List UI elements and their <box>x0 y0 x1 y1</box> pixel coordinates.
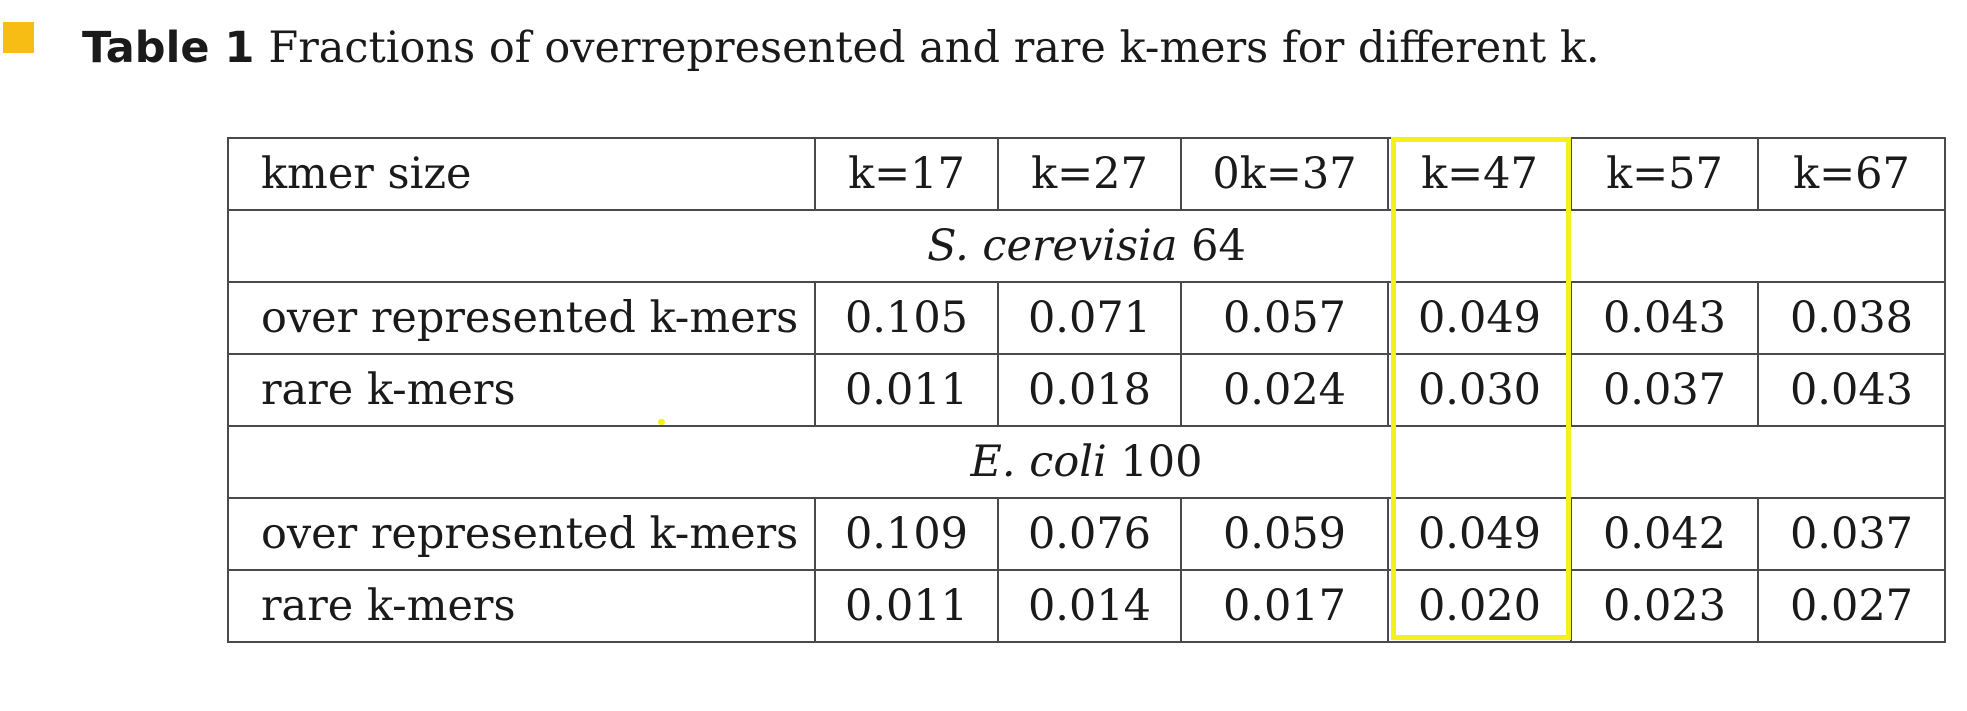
row-label: over represented k-mers <box>227 281 816 355</box>
caption-label: Table 1 <box>82 23 255 73</box>
section-row: E. coli 100 <box>227 425 1946 499</box>
kmer-fractions-table: kmer size k=17 k=27 0k=37 k=47 k=57 k=67… <box>227 137 1946 643</box>
species-number: 64 <box>1191 221 1246 271</box>
table-cell: 0.071 <box>997 281 1182 355</box>
table-cell: 0.109 <box>814 497 999 571</box>
table-cell: 0.059 <box>1180 497 1389 571</box>
row-label: rare k-mers <box>227 569 816 643</box>
caption-text: Fractions of overrepresented and rare k-… <box>268 23 1600 73</box>
row-label: over represented k-mers <box>227 497 816 571</box>
table-cell: 0.057 <box>1180 281 1389 355</box>
table-cell: 0.037 <box>1757 497 1946 571</box>
header-cell: k=57 <box>1570 137 1759 211</box>
species-name: E. coli <box>970 437 1107 487</box>
header-row: kmer size k=17 k=27 0k=37 k=47 k=57 k=67 <box>227 137 1946 211</box>
species-name: S. cerevisia <box>927 221 1178 271</box>
table-row: over represented k-mers 0.109 0.076 0.05… <box>227 497 1946 571</box>
table-cell: 0.105 <box>814 281 999 355</box>
section-title: S. cerevisia 64 <box>227 209 1946 283</box>
header-cell: 0k=37 <box>1180 137 1389 211</box>
table-cell: 0.076 <box>997 497 1182 571</box>
table-cell: 0.017 <box>1180 569 1389 643</box>
table-cell: 0.023 <box>1570 569 1759 643</box>
header-cell: k=17 <box>814 137 999 211</box>
table-cell: 0.049 <box>1387 497 1572 571</box>
table-cell: 0.024 <box>1180 353 1389 427</box>
annotation-dot <box>658 419 665 425</box>
table-row: rare k-mers 0.011 0.014 0.017 0.020 0.02… <box>227 569 1946 643</box>
table-cell: 0.043 <box>1570 281 1759 355</box>
table-cell: 0.030 <box>1387 353 1572 427</box>
table-row: over represented k-mers 0.105 0.071 0.05… <box>227 281 1946 355</box>
table-cell: 0.018 <box>997 353 1182 427</box>
table-cell: 0.049 <box>1387 281 1572 355</box>
table-cell: 0.020 <box>1387 569 1572 643</box>
table-row: rare k-mers 0.011 0.018 0.024 0.030 0.03… <box>227 353 1946 427</box>
section-row: S. cerevisia 64 <box>227 209 1946 283</box>
table-caption: Table 1 Fractions of overrepresented and … <box>82 18 1600 78</box>
table-cell: 0.027 <box>1757 569 1946 643</box>
row-label: rare k-mers <box>227 353 816 427</box>
header-cell: k=27 <box>997 137 1182 211</box>
table-cell: 0.037 <box>1570 353 1759 427</box>
table-cell: 0.042 <box>1570 497 1759 571</box>
species-number: 100 <box>1120 437 1203 487</box>
table-cell: 0.038 <box>1757 281 1946 355</box>
header-cell: k=47 <box>1387 137 1572 211</box>
table-cell: 0.011 <box>814 353 999 427</box>
table-cell: 0.014 <box>997 569 1182 643</box>
table-cell: 0.043 <box>1757 353 1946 427</box>
header-cell: kmer size <box>227 137 816 211</box>
header-cell: k=67 <box>1757 137 1946 211</box>
table-cell: 0.011 <box>814 569 999 643</box>
caption-marker <box>3 22 34 53</box>
section-title: E. coli 100 <box>227 425 1946 499</box>
